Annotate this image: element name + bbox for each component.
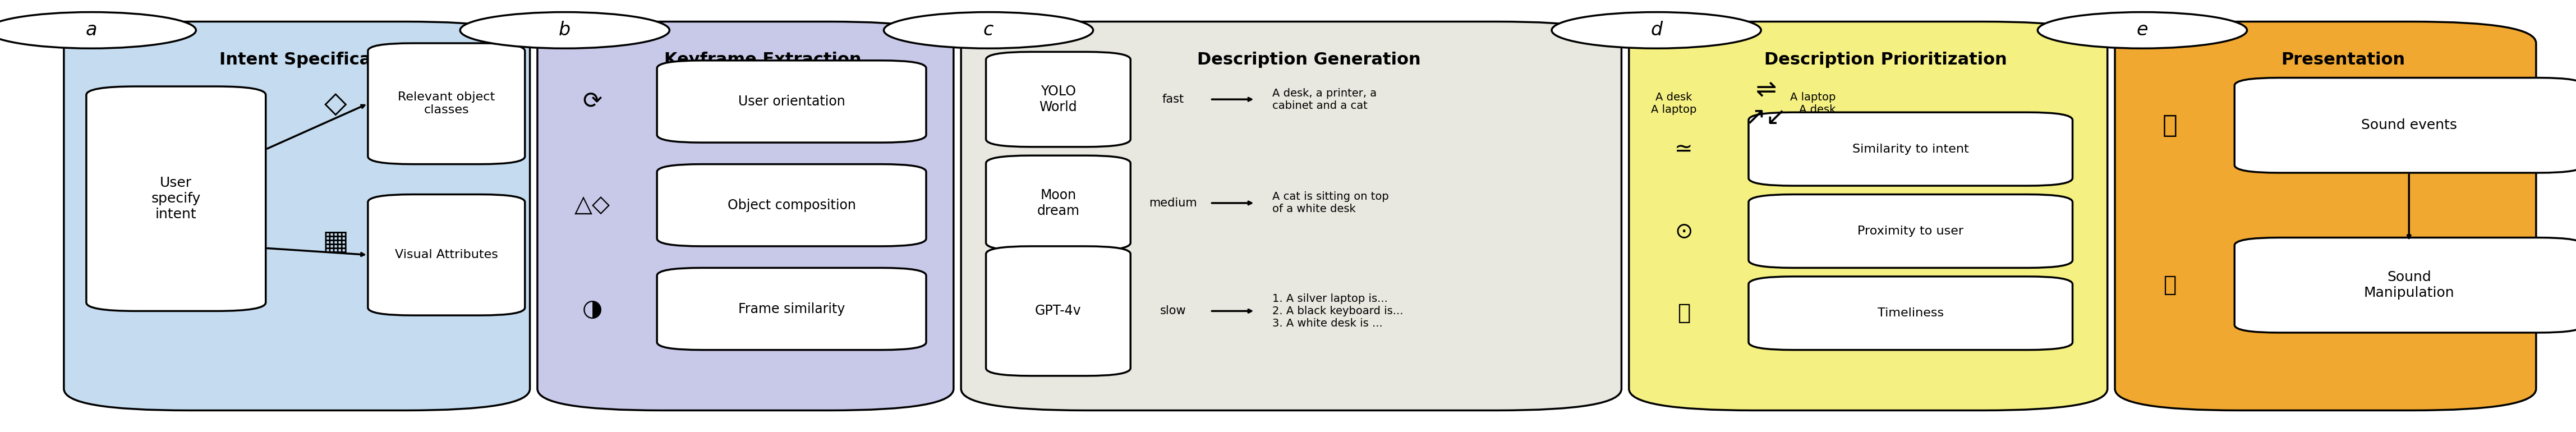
Text: slow: slow [1159,305,1185,317]
Circle shape [1551,12,1762,48]
Text: GPT-4v: GPT-4v [1036,304,1082,318]
FancyBboxPatch shape [1749,112,2074,186]
Circle shape [0,12,196,48]
FancyBboxPatch shape [88,86,265,311]
Text: d: d [1651,21,1662,39]
Text: Keyframe Extraction: Keyframe Extraction [665,52,860,68]
Text: 1. A silver laptop is...
2. A black keyboard is...
3. A white desk is ...: 1. A silver laptop is... 2. A black keyb… [1273,293,1404,329]
FancyBboxPatch shape [657,164,927,246]
Text: e: e [2136,21,2148,39]
Text: 🔈: 🔈 [2164,274,2177,296]
Text: b: b [559,21,572,39]
Text: medium: medium [1149,197,1198,209]
FancyBboxPatch shape [64,22,531,410]
FancyBboxPatch shape [1628,22,2107,410]
Text: Description Generation: Description Generation [1198,52,1419,68]
Text: ◑: ◑ [582,297,603,321]
FancyBboxPatch shape [657,60,927,143]
Text: Timeliness: Timeliness [1878,308,1945,319]
Text: fast: fast [1162,94,1185,105]
FancyBboxPatch shape [2233,78,2576,173]
Text: a: a [85,21,98,39]
Text: Moon
dream: Moon dream [1038,188,1079,218]
FancyBboxPatch shape [368,194,526,315]
Text: Frame similarity: Frame similarity [739,302,845,316]
Text: 𝄞: 𝄞 [2161,113,2177,137]
Circle shape [2038,12,2246,48]
FancyBboxPatch shape [987,52,1131,147]
Text: Intent Specification: Intent Specification [219,52,410,68]
Text: Description Prioritization: Description Prioritization [1765,52,2007,68]
Text: YOLO
World: YOLO World [1038,85,1077,114]
Text: User
specify
intent: User specify intent [152,176,201,221]
FancyBboxPatch shape [657,268,927,350]
Text: ≃: ≃ [1674,138,1692,160]
FancyBboxPatch shape [1749,276,2074,350]
Text: User orientation: User orientation [739,95,845,108]
FancyBboxPatch shape [2233,238,2576,333]
FancyBboxPatch shape [368,43,526,164]
Text: Object composition: Object composition [726,198,855,212]
FancyBboxPatch shape [1749,194,2074,268]
Text: Visual Attributes: Visual Attributes [394,249,497,260]
FancyBboxPatch shape [987,156,1131,251]
Text: c: c [984,21,994,39]
Text: Relevant object
classes: Relevant object classes [397,92,495,116]
Text: Similarity to intent: Similarity to intent [1852,143,1968,155]
FancyBboxPatch shape [987,246,1131,376]
FancyBboxPatch shape [2115,22,2537,410]
Text: ▦: ▦ [322,229,348,255]
Text: A cat is sitting on top
of a white desk: A cat is sitting on top of a white desk [1273,191,1388,215]
Text: △◇: △◇ [574,194,611,217]
FancyBboxPatch shape [961,22,1620,410]
FancyBboxPatch shape [538,22,953,410]
Text: ⟳: ⟳ [582,90,603,113]
Text: A laptop
A desk: A laptop A desk [1790,92,1837,115]
Text: Presentation: Presentation [2280,52,2406,68]
Circle shape [461,12,670,48]
Text: ⇌
↗↙: ⇌ ↗↙ [1744,78,1788,130]
Text: Sound
Manipulation: Sound Manipulation [2365,270,2455,300]
Text: Proximity to user: Proximity to user [1857,226,1963,237]
Text: A desk
A laptop: A desk A laptop [1651,92,1698,115]
Text: ⊙: ⊙ [1674,220,1692,242]
Text: ⏱: ⏱ [1677,302,1690,324]
Text: ◇: ◇ [325,89,348,118]
Text: A desk, a printer, a
cabinet and a cat: A desk, a printer, a cabinet and a cat [1273,88,1378,111]
Circle shape [884,12,1092,48]
Text: Sound events: Sound events [2362,118,2458,132]
